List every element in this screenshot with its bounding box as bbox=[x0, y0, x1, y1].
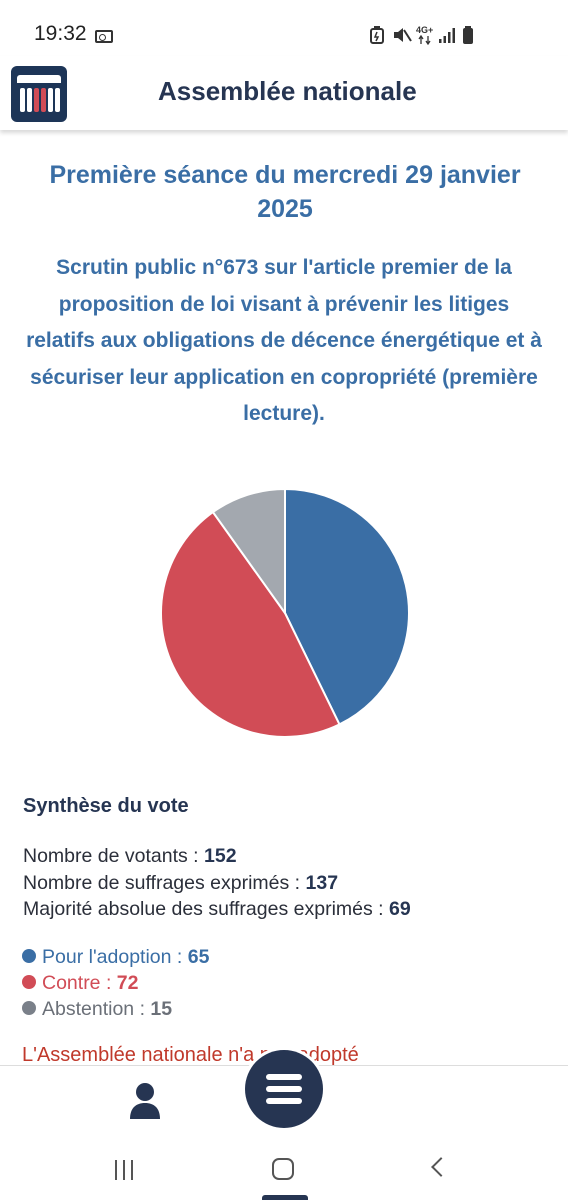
battery-saver-icon bbox=[370, 26, 384, 44]
mute-icon bbox=[394, 28, 412, 42]
pie-slice-pour-l-adoption bbox=[284, 487, 410, 726]
menu-icon-bar bbox=[266, 1086, 302, 1092]
stat-exprimes: Nombre de suffrages exprimés : 137 bbox=[23, 872, 338, 895]
app-title: Assemblée nationale bbox=[158, 76, 417, 106]
stat-majorite-value: 69 bbox=[389, 898, 411, 920]
recent-apps-icon[interactable] bbox=[112, 1158, 136, 1182]
nav-indicator bbox=[262, 1195, 308, 1200]
synthese-title: Synthèse du vote bbox=[23, 795, 189, 817]
pie-slice-contre bbox=[160, 510, 341, 738]
scrutin-description: Scrutin public n°673 sur l'article premi… bbox=[26, 256, 542, 425]
status-bar: 19:32 4G+ bbox=[0, 0, 568, 56]
stat-exprimes-value: 137 bbox=[305, 872, 339, 894]
menu-button[interactable] bbox=[245, 1050, 323, 1128]
vote-pie-chart bbox=[158, 487, 412, 739]
legend-contre-value: 72 bbox=[116, 972, 139, 994]
stat-exprimes-label: Nombre de suffrages exprimés : bbox=[23, 872, 306, 894]
legend-abstention-value: 15 bbox=[150, 998, 173, 1020]
data-arrows-icon bbox=[418, 35, 431, 45]
status-time: 19:32 bbox=[34, 22, 87, 45]
system-nav-bar bbox=[0, 1140, 568, 1200]
stat-votants-value: 152 bbox=[204, 845, 237, 867]
app-header: Assemblée nationale bbox=[0, 56, 568, 130]
legend-abstention-label: Abstention : bbox=[42, 998, 151, 1020]
pour-dot-icon bbox=[22, 949, 36, 963]
menu-icon-bar bbox=[266, 1098, 302, 1104]
battery-icon bbox=[463, 26, 473, 44]
signal-icon bbox=[439, 28, 455, 43]
contre-dot-icon bbox=[22, 975, 36, 989]
voicemail-icon bbox=[95, 30, 113, 43]
seance-title: Première séance du mercredi 29 janvier 2… bbox=[49, 161, 521, 223]
pie-slice-abstention bbox=[211, 487, 286, 617]
abstention-dot-icon bbox=[22, 1001, 36, 1015]
menu-icon bbox=[266, 1074, 302, 1080]
legend-pour-value: 65 bbox=[187, 946, 210, 968]
stat-votants-label: Nombre de votants : bbox=[23, 845, 205, 867]
legend-contre: Contre : 72 bbox=[22, 972, 139, 995]
legend-pour: Pour l'adoption : 65 bbox=[22, 946, 209, 969]
legend-contre-label: Contre : bbox=[42, 972, 117, 994]
assemblee-logo[interactable] bbox=[11, 66, 67, 122]
legend-pour-label: Pour l'adoption : bbox=[42, 946, 188, 968]
stat-majorite: Majorité absolue des suffrages exprimés … bbox=[23, 898, 411, 921]
network-type-label: 4G+ bbox=[416, 25, 434, 35]
stat-votants: Nombre de votants : 152 bbox=[23, 845, 237, 868]
stat-majorite-label: Majorité absolue des suffrages exprimés … bbox=[23, 898, 389, 920]
back-icon[interactable] bbox=[431, 1157, 451, 1177]
home-icon[interactable] bbox=[272, 1158, 294, 1180]
user-icon[interactable] bbox=[128, 1082, 162, 1120]
legend-abstention: Abstention : 15 bbox=[22, 998, 172, 1021]
